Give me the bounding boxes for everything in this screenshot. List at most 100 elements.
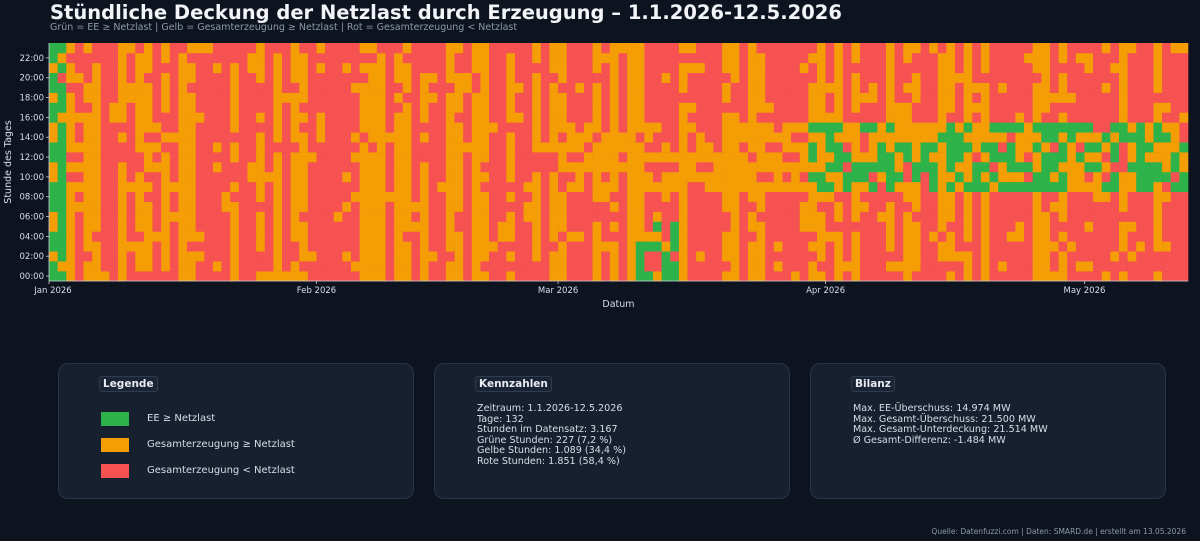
heatmap-cell — [627, 102, 637, 113]
heatmap-cell — [1162, 52, 1172, 64]
heatmap-cell — [178, 271, 188, 282]
heatmap-cell — [221, 142, 231, 153]
heatmap-cell — [816, 191, 826, 202]
heatmap-cell — [635, 152, 645, 163]
heatmap-cell — [66, 241, 76, 252]
heatmap-cell — [290, 43, 300, 54]
heatmap-cell — [730, 82, 740, 93]
heatmap-cell — [212, 112, 222, 123]
heatmap-cell — [601, 181, 611, 193]
heatmap-cell — [911, 52, 921, 64]
heatmap-cell — [161, 72, 171, 83]
heatmap-cell — [773, 162, 783, 173]
heatmap-cell — [946, 171, 956, 183]
heatmap-cell — [1006, 261, 1016, 272]
heatmap-cell — [281, 181, 291, 193]
heatmap-cell — [523, 82, 533, 93]
heatmap-cell — [247, 72, 257, 83]
heatmap-cell — [989, 251, 999, 262]
heatmap-cell — [592, 52, 602, 64]
heatmap-cell — [351, 102, 360, 113]
heatmap-cell — [1015, 112, 1025, 123]
heatmap-cell — [747, 221, 757, 232]
heatmap-cell — [307, 62, 317, 74]
heatmap-cell — [799, 122, 809, 133]
heatmap-cell — [1067, 191, 1077, 202]
heatmap-cell — [368, 152, 378, 163]
heatmap-cell — [834, 52, 844, 64]
heatmap-cell — [937, 271, 947, 282]
heatmap-cell — [109, 191, 119, 202]
heatmap-cell — [1144, 251, 1154, 262]
heatmap-cell — [722, 251, 731, 262]
heatmap-cell — [653, 132, 662, 143]
heatmap-cell — [1024, 162, 1033, 173]
heatmap-cell — [437, 142, 447, 153]
heatmap-cell — [894, 251, 904, 262]
heatmap-cell — [851, 112, 861, 123]
heatmap-cell — [687, 72, 697, 83]
heatmap-cell — [903, 271, 913, 282]
heatmap-cell — [394, 132, 404, 143]
heatmap-cell — [1179, 112, 1189, 123]
heatmap-cell — [523, 112, 533, 123]
heatmap-cell — [747, 92, 757, 103]
heatmap-cell — [946, 43, 956, 54]
heatmap-cell — [1110, 221, 1120, 232]
heatmap-cell — [273, 92, 283, 103]
heatmap-cell — [480, 62, 490, 74]
heatmap-cell — [1015, 162, 1025, 173]
heatmap-cell — [463, 191, 473, 202]
heatmap-cell — [169, 132, 179, 143]
heatmap-cell — [118, 211, 127, 222]
heatmap-cell — [739, 191, 749, 202]
heatmap-cell — [549, 92, 559, 103]
heatmap-cell — [877, 102, 887, 113]
heatmap-cell — [998, 102, 1008, 113]
heatmap-cell — [998, 43, 1008, 54]
heatmap-cell — [1049, 271, 1059, 282]
heatmap-cell — [1170, 132, 1180, 143]
heatmap-cell — [195, 72, 205, 83]
heatmap-cell — [316, 221, 326, 232]
heatmap-cell — [1006, 211, 1016, 222]
heatmap-cell — [911, 102, 921, 113]
heatmap-cell — [126, 191, 136, 202]
heatmap-cell — [161, 171, 171, 183]
heatmap-cell — [247, 271, 257, 282]
heatmap-cell — [204, 241, 214, 252]
heatmap-cell — [1093, 92, 1103, 103]
heatmap-cell — [989, 221, 999, 232]
heatmap-cell — [230, 271, 240, 282]
heatmap-cell — [204, 231, 214, 242]
heatmap-cell — [135, 132, 145, 143]
heatmap-cell — [972, 82, 982, 93]
heatmap-cell — [739, 231, 749, 242]
heatmap-cell — [1170, 102, 1180, 113]
heatmap-cell — [558, 43, 568, 54]
heatmap-cell — [558, 72, 568, 83]
heatmap-cell — [143, 231, 153, 242]
heatmap-cell — [402, 112, 412, 123]
heatmap-cell — [100, 201, 110, 212]
heatmap-cell — [1101, 152, 1111, 163]
heatmap-cell — [937, 112, 947, 123]
heatmap-cell — [437, 52, 447, 64]
heatmap-cell — [394, 162, 404, 173]
heatmap-cell — [532, 43, 542, 54]
heatmap-cell — [808, 92, 818, 103]
heatmap-cell — [1162, 181, 1172, 193]
heatmap-cell — [678, 241, 688, 252]
heatmap-cell — [195, 152, 205, 163]
heatmap-cell — [49, 191, 58, 202]
heatmap-cell — [1015, 171, 1025, 183]
heatmap-cell — [333, 72, 343, 83]
heatmap-cell — [1084, 102, 1094, 113]
heatmap-cell — [1136, 201, 1146, 212]
heatmap-cell — [540, 181, 550, 193]
heatmap-cell — [955, 62, 964, 74]
heatmap-cell — [937, 92, 947, 103]
heatmap-cell — [118, 43, 127, 54]
heatmap-cell — [1101, 221, 1111, 232]
heatmap-cell — [1075, 241, 1085, 252]
